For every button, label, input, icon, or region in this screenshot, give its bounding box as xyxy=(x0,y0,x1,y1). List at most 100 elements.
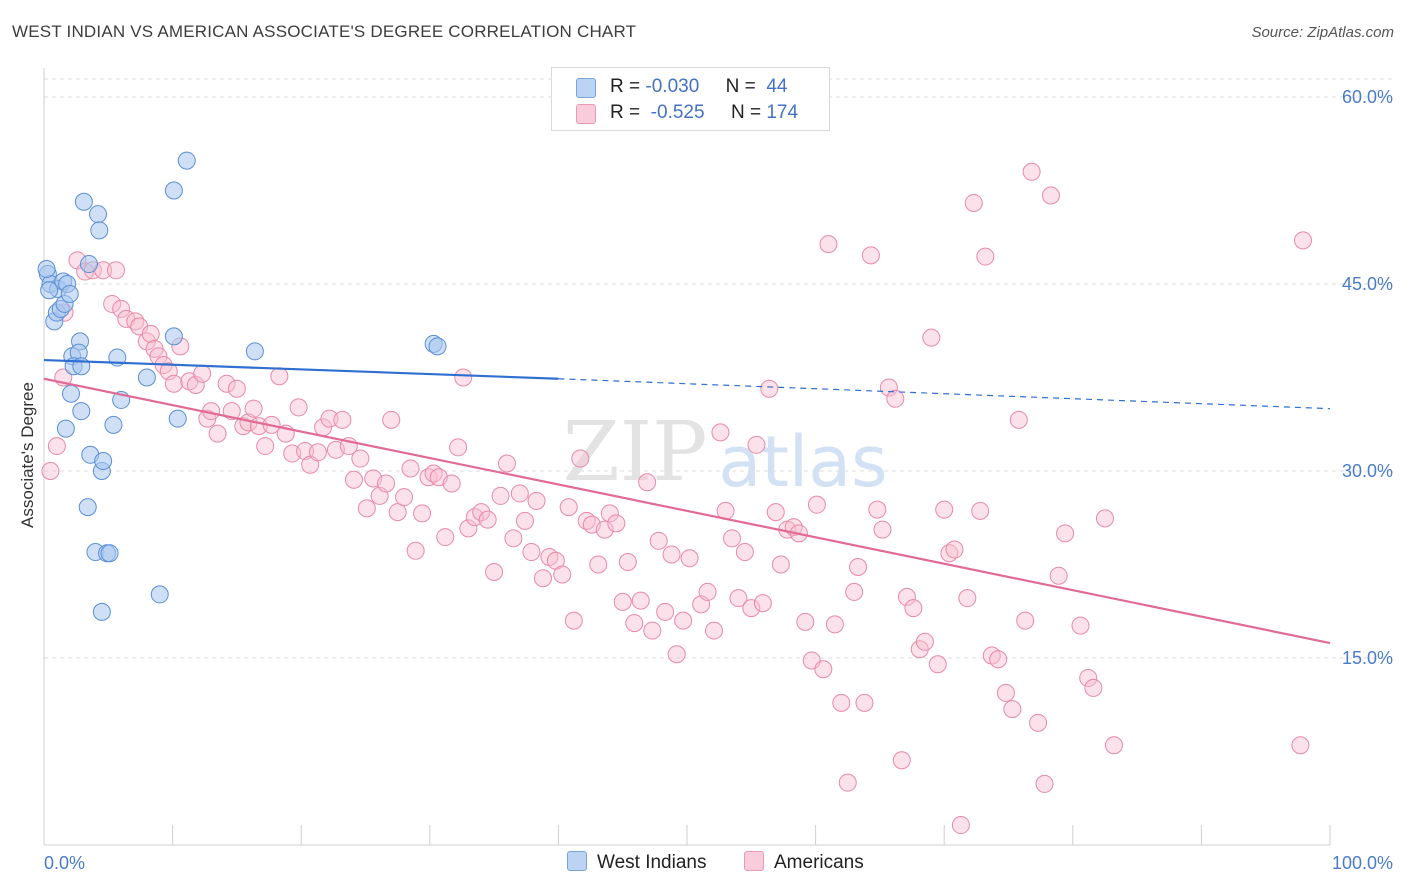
american-point xyxy=(1022,162,1041,181)
american-point xyxy=(1009,410,1028,429)
american-point xyxy=(533,569,552,588)
american-point xyxy=(951,816,970,835)
american-point xyxy=(522,543,541,562)
american-point xyxy=(849,557,868,576)
american-point xyxy=(766,503,785,522)
y-tick-label: 45.0% xyxy=(1342,274,1393,294)
west-indian-point xyxy=(94,452,113,471)
american-point xyxy=(449,438,468,457)
american-point xyxy=(638,473,657,492)
american-point xyxy=(1041,186,1060,205)
legend-n-value: 174 xyxy=(766,102,799,123)
american-point xyxy=(589,555,608,574)
west-indian-point xyxy=(37,260,56,279)
y-tick-label: 30.0% xyxy=(1342,461,1393,481)
american-point xyxy=(571,449,590,468)
legend-r-value: -0.525 xyxy=(650,102,705,123)
west-indian-point xyxy=(137,368,156,387)
american-point xyxy=(296,442,315,461)
american-point xyxy=(515,511,534,530)
y-tick-label: 15.0% xyxy=(1342,648,1393,668)
american-point xyxy=(742,599,761,618)
american-point xyxy=(607,514,626,533)
american-point xyxy=(1003,700,1022,719)
american-point xyxy=(227,379,246,398)
american-point xyxy=(819,235,838,254)
american-point xyxy=(497,454,516,473)
y-tick-labels: 15.0% 30.0% 45.0% 60.0% xyxy=(1342,87,1393,668)
american-point xyxy=(989,650,1008,669)
west-indian-point xyxy=(245,342,264,361)
american-point xyxy=(861,246,880,265)
american-point xyxy=(855,693,874,712)
west-indians-points xyxy=(37,151,447,621)
american-point xyxy=(344,470,363,489)
axes xyxy=(43,68,1331,846)
american-point xyxy=(141,324,160,343)
x-tick-label-min: 0.0% xyxy=(44,853,85,873)
american-point xyxy=(618,553,637,572)
american-point xyxy=(625,614,644,633)
american-point xyxy=(256,437,275,456)
american-point xyxy=(662,545,681,564)
american-point xyxy=(478,510,497,529)
american-point xyxy=(270,367,289,386)
west-indian-point xyxy=(89,205,108,224)
bottom-legend-label-west-indians: West Indians xyxy=(597,852,707,873)
american-point xyxy=(320,409,339,428)
american-point xyxy=(897,587,916,606)
american-point xyxy=(873,520,892,539)
bottom-legend-label-americans: Americans xyxy=(774,852,864,873)
american-point xyxy=(217,374,236,393)
american-point xyxy=(47,437,66,456)
legend-n-value: 44 xyxy=(766,76,788,97)
legend-swatch-americans xyxy=(576,104,596,124)
american-point xyxy=(333,410,352,429)
american-point xyxy=(711,423,730,442)
american-point xyxy=(41,462,60,480)
american-point xyxy=(945,540,964,559)
west-indian-point xyxy=(90,221,109,240)
american-point xyxy=(164,374,183,393)
american-point xyxy=(747,435,766,454)
american-point xyxy=(1095,509,1114,528)
west-indian-point xyxy=(74,192,93,211)
american-point xyxy=(996,683,1015,702)
chart-title: WEST INDIAN VS AMERICAN ASSOCIATE'S DEGR… xyxy=(12,22,637,41)
legend-r-label: R = xyxy=(610,76,641,97)
american-point xyxy=(472,503,491,522)
american-point xyxy=(1035,774,1054,793)
american-point xyxy=(1056,524,1075,543)
american-point xyxy=(674,611,693,630)
correlation-legend: R = -0.030 N = 44 R = -0.525 N = 174 xyxy=(551,67,830,131)
american-point xyxy=(357,499,376,518)
american-point xyxy=(814,660,833,679)
trend-lines xyxy=(43,358,1331,645)
american-point xyxy=(904,599,923,618)
west-indian-point xyxy=(150,585,169,604)
american-point xyxy=(825,615,844,634)
american-point xyxy=(388,503,407,522)
bottom-legend-swatch-west-indians xyxy=(567,851,587,871)
source-label: Source: ZipAtlas.com xyxy=(1251,24,1394,41)
west-indian-point xyxy=(62,384,81,403)
west-indian-point xyxy=(177,151,196,170)
american-point xyxy=(1029,713,1048,732)
american-point xyxy=(729,589,748,608)
american-point xyxy=(964,193,983,212)
american-point xyxy=(112,299,131,318)
american-point xyxy=(886,389,905,408)
american-point xyxy=(510,484,529,503)
american-point xyxy=(656,602,675,621)
bottom-legend-west-indians: West Indians xyxy=(567,851,706,874)
west-indians-trend-extension xyxy=(558,378,1331,410)
west-indian-point xyxy=(72,402,91,421)
american-point xyxy=(244,399,263,418)
american-point xyxy=(600,504,619,523)
west-indian-point xyxy=(56,419,75,438)
american-point xyxy=(807,495,826,514)
y-axis-label: Associate's Degree xyxy=(18,382,37,528)
american-point xyxy=(208,424,227,443)
american-point xyxy=(868,500,887,519)
